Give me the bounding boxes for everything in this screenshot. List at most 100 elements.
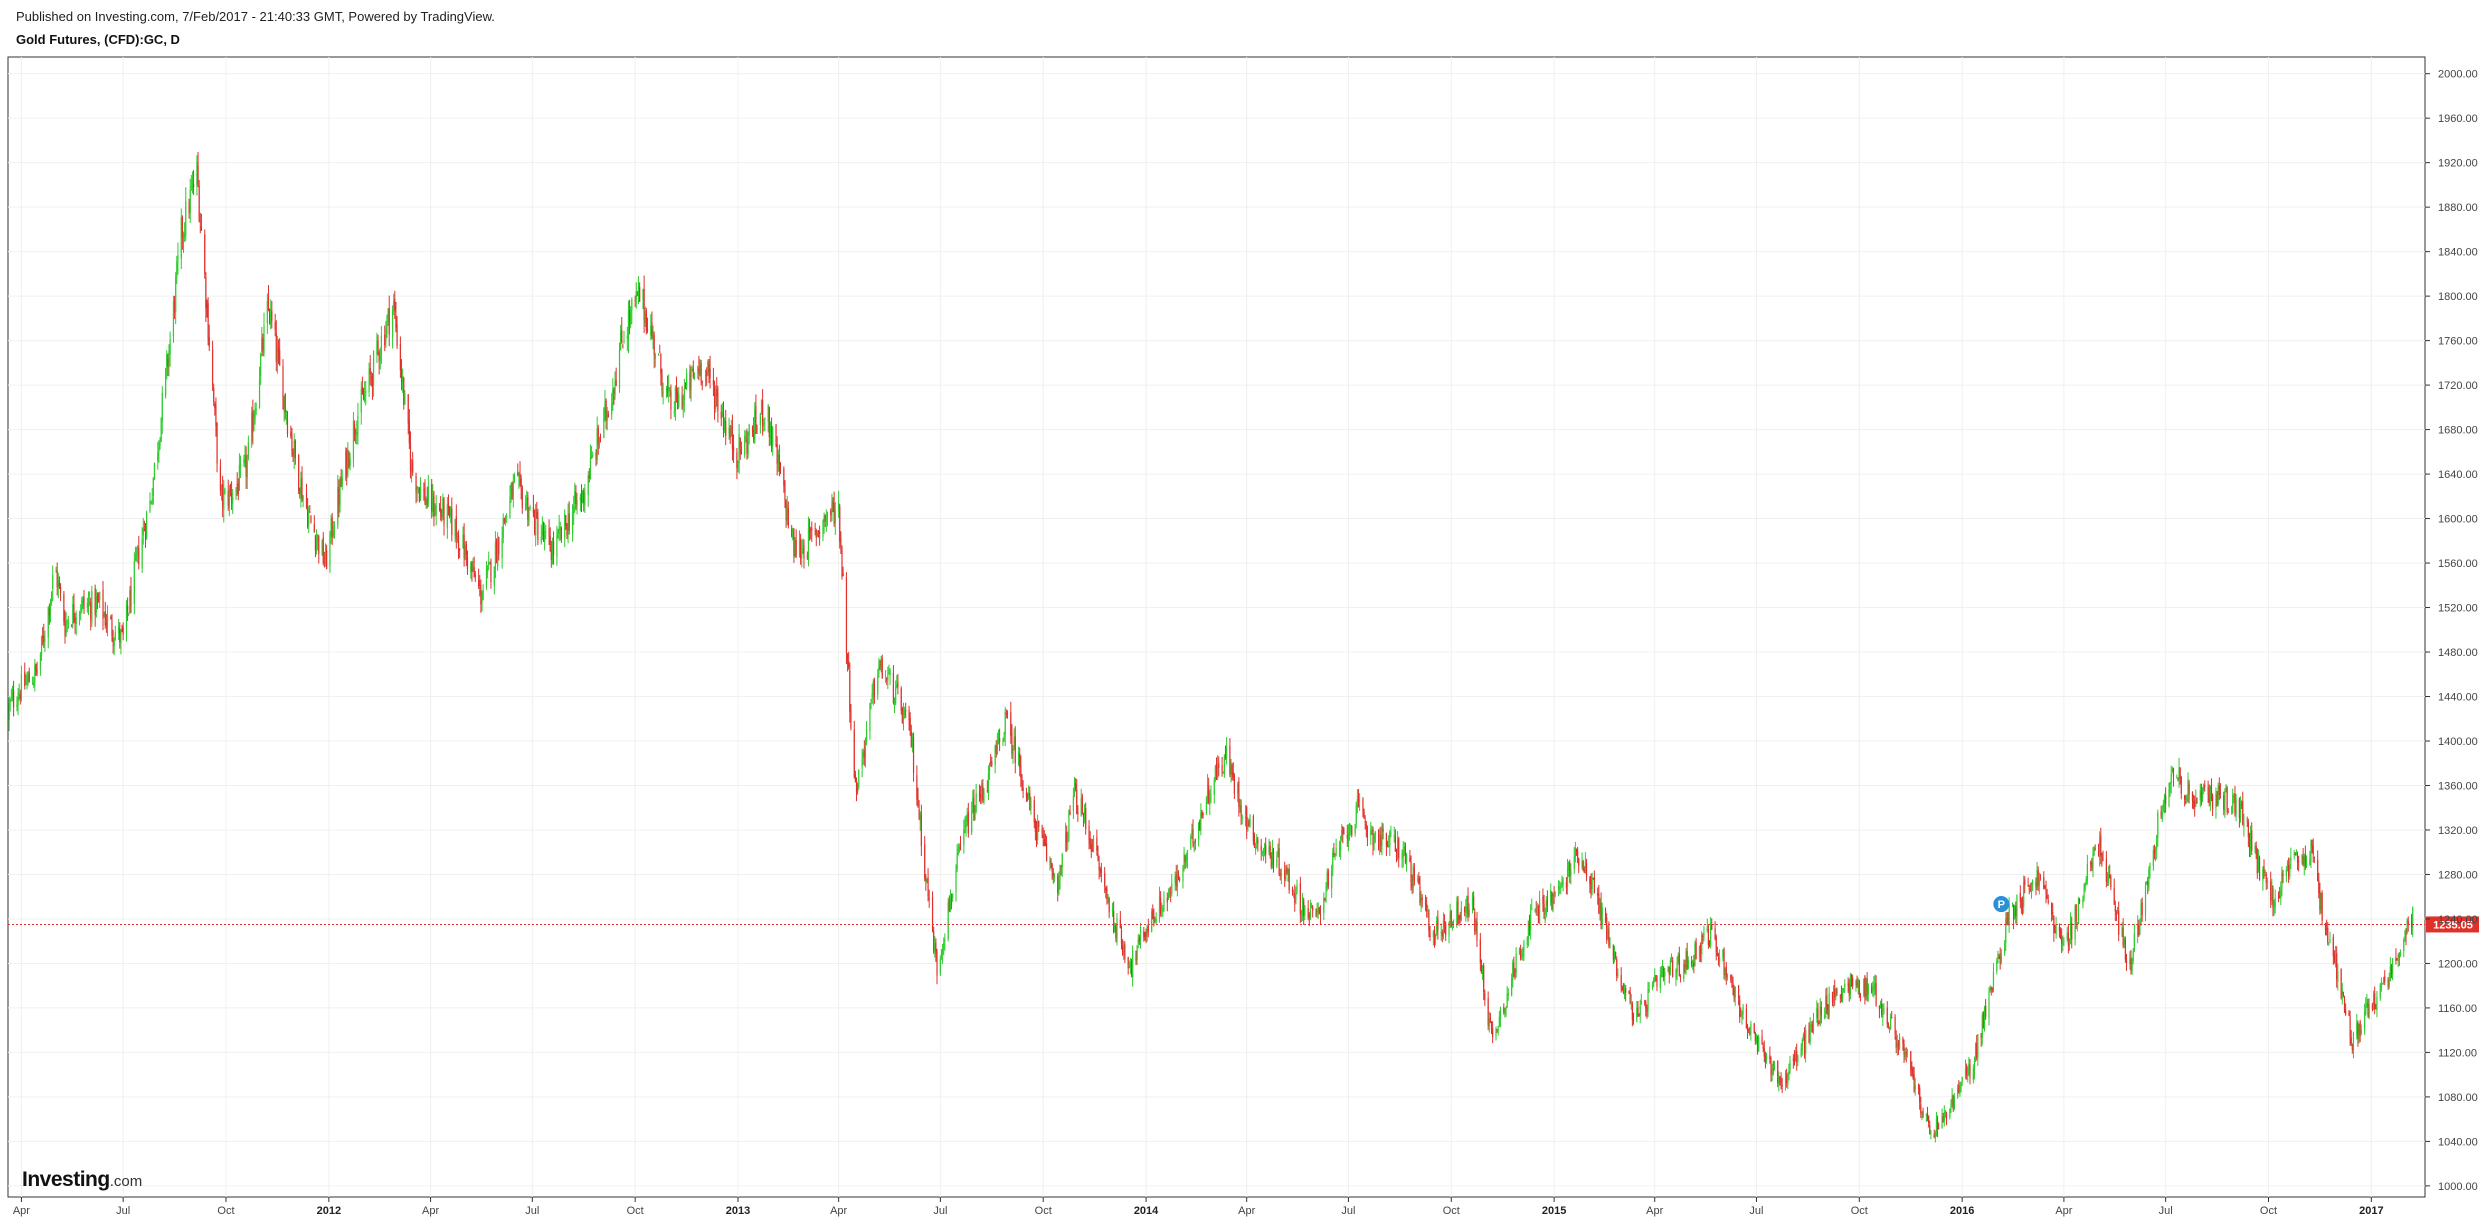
candle-body (1651, 983, 1654, 990)
candle-body (1382, 828, 1384, 832)
candle-body (725, 420, 727, 436)
candle-body (1606, 917, 1608, 940)
candle-body (473, 567, 475, 578)
candle-body (1019, 753, 1021, 767)
candle-body (2162, 803, 2165, 810)
candle-body (125, 605, 128, 634)
candle-body (707, 361, 709, 373)
x-tick-label: Apr (830, 1205, 847, 1217)
candle-body (2230, 810, 2233, 812)
candle-body (1033, 800, 1035, 823)
candle-body (2066, 933, 2068, 940)
candle-body (709, 368, 711, 379)
candle-body (784, 484, 786, 501)
candle-body (1699, 946, 1702, 954)
candle-body (2004, 943, 2006, 954)
candle-body (822, 519, 824, 537)
candle-body (2208, 794, 2210, 803)
candle-body (1026, 795, 1029, 799)
candle-body (1424, 899, 1427, 905)
y-tick-label: 1280.00 (2438, 869, 2478, 881)
candle-body (1781, 1085, 1783, 1087)
candle-body (2233, 795, 2235, 798)
candle-body (2105, 858, 2107, 882)
candle-body (1770, 1059, 1772, 1075)
candle-body (2271, 885, 2273, 902)
candle-body (1138, 937, 1140, 942)
candle-body (113, 640, 115, 646)
candle-body (1764, 1055, 1767, 1062)
candle-body (1200, 812, 1202, 831)
candle-body (720, 411, 722, 419)
candle-body (129, 589, 131, 614)
candle-body (1299, 883, 1301, 915)
candle-body (63, 593, 65, 622)
candle-body (75, 617, 77, 624)
candle-body (386, 317, 388, 333)
candle-body (1561, 883, 1563, 885)
candle-body (1856, 978, 1858, 987)
candle-body (1481, 965, 1484, 975)
candle-body (1185, 856, 1187, 861)
plot-area[interactable] (7, 56, 2426, 1198)
candle-body (40, 635, 43, 654)
candle-body (2258, 857, 2261, 880)
candle-body (721, 413, 723, 417)
candle-body (2310, 840, 2312, 861)
candle-body (153, 462, 156, 479)
candle-body (1865, 979, 1867, 998)
candle-body (1199, 820, 1201, 830)
candle-body (910, 731, 912, 748)
candle-body (78, 614, 81, 616)
candle-body (314, 535, 317, 551)
candle-body (324, 549, 327, 564)
candle-body (1839, 995, 1841, 997)
candle-body (1840, 994, 1843, 999)
candle-body (432, 493, 434, 512)
event-marker-circle[interactable] (1993, 896, 2010, 913)
candle-body (947, 902, 949, 939)
candle-body (1058, 881, 1060, 895)
candle-body (1310, 905, 1313, 908)
candle-body (1778, 1076, 1780, 1084)
candle-body (955, 869, 957, 893)
candle-body (1811, 1023, 1813, 1033)
candle-body (1707, 929, 1709, 945)
candle-body (495, 540, 498, 564)
candle-body (2352, 1032, 2355, 1051)
candle-body (1834, 987, 1836, 998)
candle-body (1864, 976, 1866, 998)
candle-body (2123, 939, 2125, 945)
candle-body (2273, 907, 2275, 909)
candle-body (1958, 1085, 1960, 1093)
candle-body (503, 517, 505, 523)
candle-body (794, 538, 796, 557)
candle-body (2341, 990, 2343, 996)
candle-body (1089, 838, 1091, 844)
candle-body (463, 534, 465, 559)
candle-body (167, 358, 169, 368)
candle-body (1706, 926, 1708, 931)
candle-body (1936, 1120, 1939, 1130)
candle-body (933, 931, 935, 952)
candle-body (220, 487, 223, 490)
candle-body (1398, 837, 1400, 859)
candle-body (1797, 1055, 1799, 1062)
candle-body (1115, 925, 1117, 939)
candle-body (1233, 775, 1235, 794)
candle-body (1269, 845, 1271, 857)
candle-body (526, 497, 528, 505)
candle-body (2265, 874, 2267, 883)
candle-body (2242, 801, 2244, 825)
candle-body (983, 791, 985, 802)
candle-body (1497, 1026, 1499, 1028)
candle-body (739, 437, 741, 449)
candle-body (1905, 1052, 1907, 1055)
candle-body (1896, 1041, 1898, 1048)
candle-body (1312, 906, 1314, 911)
candle-body (1683, 964, 1685, 979)
candle-body (1732, 981, 1734, 987)
candle-body (151, 498, 153, 504)
event-marker-label[interactable]: P (1998, 899, 2005, 911)
